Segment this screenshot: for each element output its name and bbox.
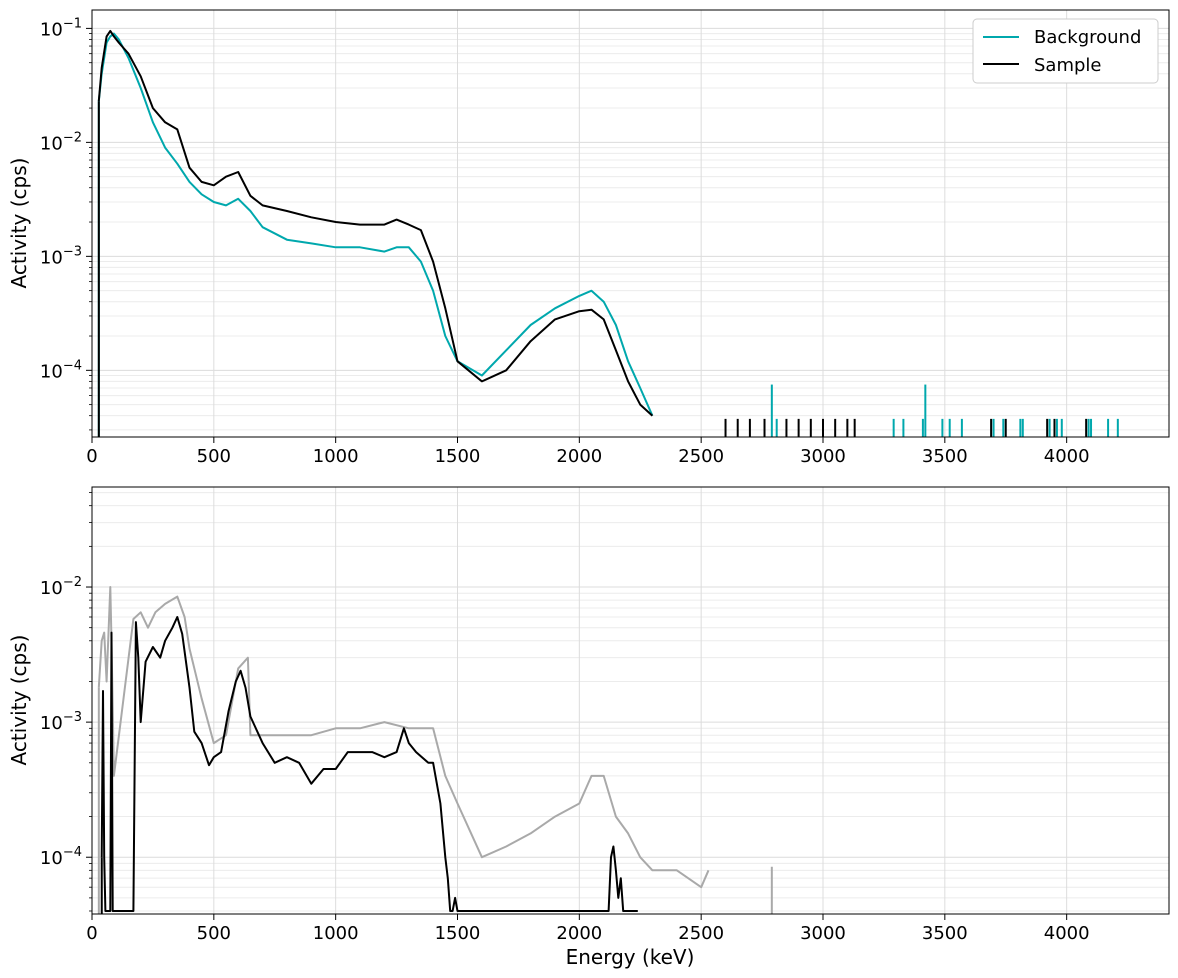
top-y-tick-label: 10−2 <box>40 130 82 154</box>
top-x-tick-label: 3000 <box>800 446 846 467</box>
legend: Background Sample <box>972 18 1159 84</box>
bottom-series-group <box>97 586 773 914</box>
bottom-plot-frame <box>91 486 1170 915</box>
top-x-tick-label: 4000 <box>1044 446 1090 467</box>
bottom-x-tick-label: 2000 <box>556 923 602 944</box>
bottom-plot-background <box>92 487 1169 914</box>
top-x-tick-label: 3500 <box>922 446 968 467</box>
top-x-tick-label: 1500 <box>435 446 481 467</box>
top-plot-frame <box>91 9 1170 438</box>
bottom-y-axis-title: Activity (cps) <box>7 635 31 766</box>
top-x-ticks: 0 500 1000 1500 2000 2500 3000 3500 4000 <box>86 437 1090 467</box>
top-x-tick-label: 2000 <box>556 446 602 467</box>
bottom-y-tick-label: 10−4 <box>40 845 82 869</box>
bottom-series-line-series-1 <box>100 616 638 912</box>
top-y-tick-label: 10−3 <box>40 244 82 268</box>
bottom-y-tick-label: 10−3 <box>40 710 82 734</box>
bottom-y-tick-label: 10−2 <box>40 575 82 599</box>
bottom-x-tick-label: 4000 <box>1044 923 1090 944</box>
bottom-x-tick-label: 1500 <box>435 923 481 944</box>
top-y-tick-label: 10−4 <box>40 358 82 382</box>
top-series-line-background <box>97 32 654 417</box>
top-series-line-sample <box>97 29 654 417</box>
top-x-tick-label: 2500 <box>678 446 724 467</box>
top-y-tick-label: 10−1 <box>40 16 82 40</box>
top-y-axis-title: Activity (cps) <box>7 158 31 289</box>
bottom-series-line-series-0 <box>97 586 710 889</box>
bottom-panel: 0 500 1000 1500 2000 2500 3000 3500 4000 10−210−… <box>7 486 1170 969</box>
top-y-ticks: 10−1 10−2 10−3 10−4 <box>40 16 92 431</box>
bottom-x-axis-title: Energy (keV) <box>566 945 695 969</box>
bottom-x-tick-label: 0 <box>86 923 97 944</box>
top-series-group <box>97 29 1119 437</box>
legend-label-background: Background <box>1034 27 1141 48</box>
legend-box <box>972 18 1159 84</box>
bottom-x-tick-label: 1000 <box>313 923 359 944</box>
bottom-x-ticks: 0 500 1000 1500 2000 2500 3000 3500 4000 <box>86 914 1090 944</box>
bottom-y-ticks: 10−2 10−3 10−4 <box>40 492 92 912</box>
top-x-tick-label: 1000 <box>313 446 359 467</box>
top-panel: 0 500 1000 1500 2000 2500 3000 3500 4000 10−110−… <box>7 9 1170 467</box>
bottom-x-tick-label: 2500 <box>678 923 724 944</box>
bottom-x-tick-label: 3000 <box>800 923 846 944</box>
bottom-x-tick-label: 500 <box>197 923 231 944</box>
top-x-tick-label: 0 <box>86 446 97 467</box>
bottom-x-tick-label: 3500 <box>922 923 968 944</box>
top-x-tick-label: 500 <box>197 446 231 467</box>
legend-label-sample: Sample <box>1034 55 1102 76</box>
